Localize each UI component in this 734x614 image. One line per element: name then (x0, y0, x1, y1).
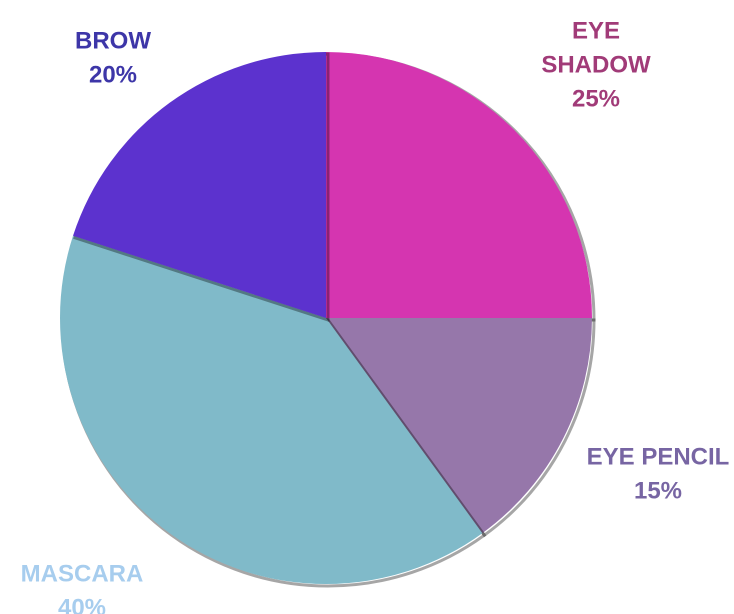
slice-category-label-mascara: MASCARA (21, 560, 144, 587)
pie-slice-shadow (325, 318, 596, 538)
slice-value-label-eye-pencil: 15% (634, 477, 682, 504)
pie-slice-eye-pencil (326, 318, 593, 534)
slice-value-label-eye-shadow: 25% (572, 85, 620, 112)
labels-layer: EYE SHADOW 25% EYE PENCIL 15% MASCARA 40% BROW 2… (21, 17, 730, 614)
slice-value-label-brow: 20% (89, 61, 137, 88)
slice-category-label-brow: BROW (75, 27, 151, 54)
slice-label-eye-shadow: EYE SHADOW 25% (541, 17, 651, 112)
pie-slice-mascara (60, 235, 483, 585)
slice-category-label-eye-pencil: EYE PENCIL (587, 443, 730, 470)
slices-layer (60, 52, 596, 588)
slice-value-label-mascara: 40% (58, 594, 106, 614)
pie-slice-brow (73, 52, 327, 318)
slice-label-mascara: MASCARA 40% (21, 560, 144, 614)
slice-category-label-eye-shadow: SHADOW (541, 51, 651, 78)
slice-label-eye-pencil: EYE PENCIL 15% (587, 443, 730, 504)
slice-label-brow: BROW 20% (75, 27, 151, 88)
pie-slice-eye-shadow (326, 52, 592, 318)
slice-category-label-eye-shadow: EYE (572, 17, 620, 44)
